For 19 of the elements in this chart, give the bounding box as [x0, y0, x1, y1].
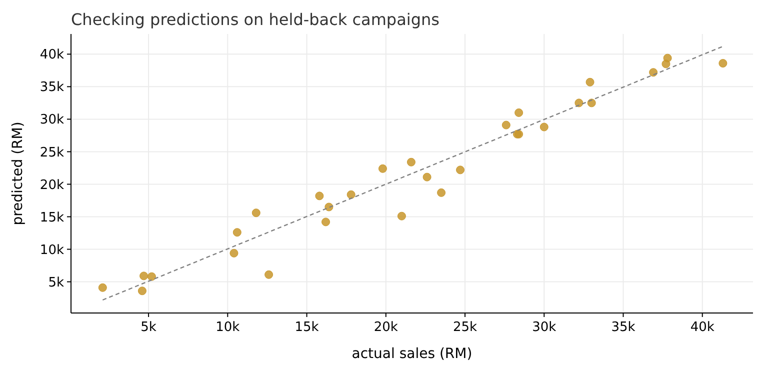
y-tick-label: 15k [40, 210, 64, 226]
y-tick-label: 25k [40, 145, 64, 160]
x-axis-title: actual sales (RM) [352, 346, 472, 362]
chart-title: Checking predictions on held-back campaigns [71, 10, 440, 29]
x-tick-label: 35k [611, 320, 636, 335]
y-tick-label: 5k [48, 275, 64, 290]
y-tick-label: 10k [40, 242, 64, 258]
y-tick-label: 30k [40, 112, 64, 128]
y-tick-label: 35k [40, 80, 64, 96]
x-tick-label: 25k [452, 320, 478, 335]
x-tick-label: 5k [140, 320, 157, 335]
x-tick-label: 15k [294, 320, 320, 335]
y-tick-label: 20k [40, 178, 64, 193]
x-tick-label: 30k [532, 320, 557, 335]
x-tick-label: 20k [374, 320, 398, 335]
x-tick-label: 10k [216, 320, 240, 335]
y-tick-label: 40k [40, 48, 64, 63]
y-axis-title: predicted (RM) [10, 122, 26, 226]
x-tick-label: 40k [690, 320, 715, 335]
